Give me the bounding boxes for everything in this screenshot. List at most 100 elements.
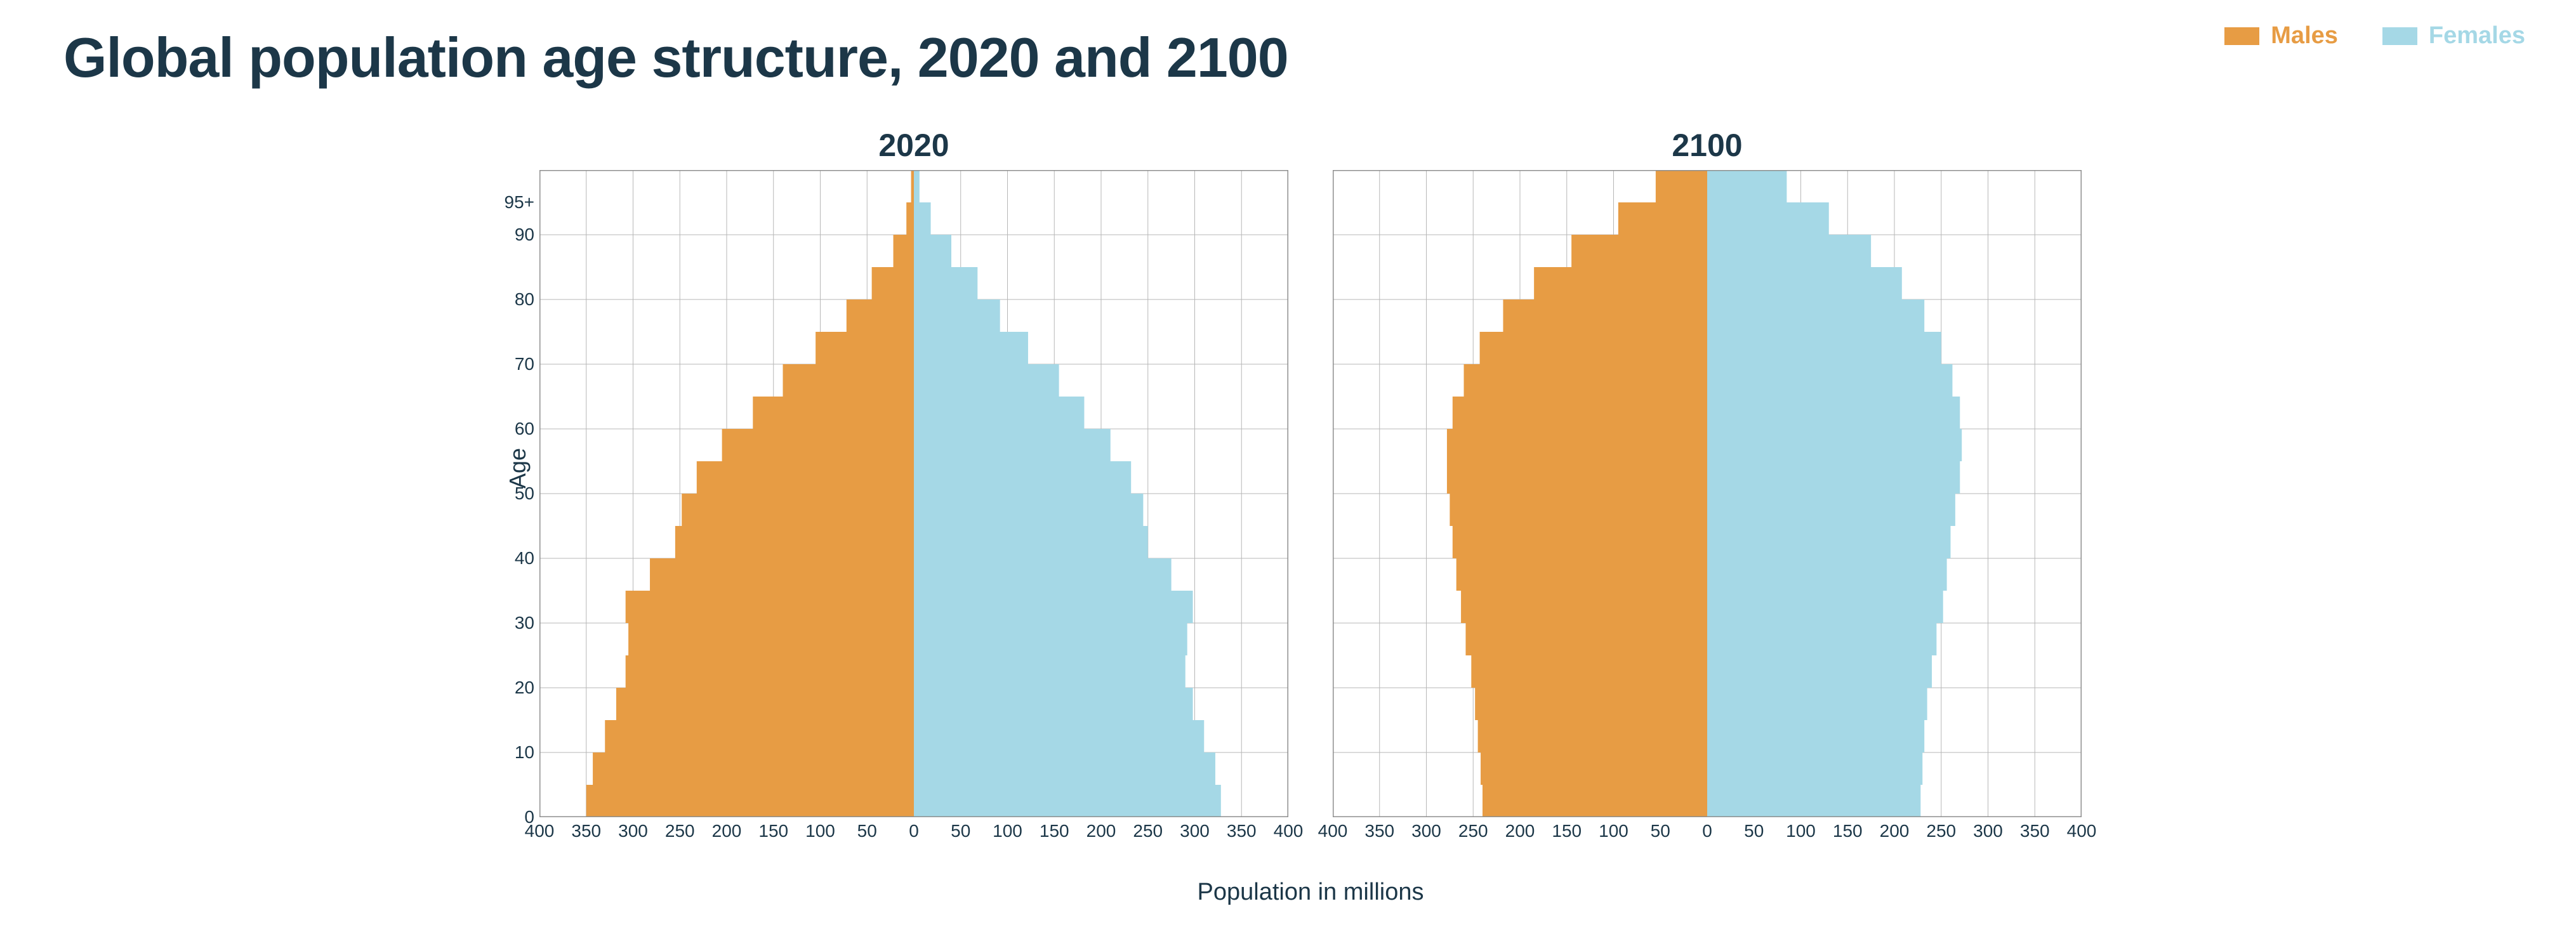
bar-male xyxy=(1480,332,1707,364)
x-tick-label: 0 xyxy=(909,817,919,841)
bar-male xyxy=(593,752,914,785)
bar-male xyxy=(847,299,914,332)
bar-female xyxy=(914,461,1131,494)
bar-male xyxy=(1618,202,1707,235)
charts-row: 2020 010203040506070809095+40035030025020… xyxy=(539,127,2082,817)
bar-male xyxy=(911,170,914,202)
bar-female xyxy=(914,202,931,235)
bar-female xyxy=(914,591,1193,623)
bar-male xyxy=(650,558,914,591)
x-tick-label: 300 xyxy=(618,817,648,841)
bar-female xyxy=(1707,170,1787,202)
legend-item-females: Females xyxy=(2382,22,2525,49)
bar-female xyxy=(914,688,1193,720)
x-tick-label: 400 xyxy=(525,817,555,841)
x-tick-label: 50 xyxy=(857,817,877,841)
bar-male xyxy=(1461,591,1707,623)
x-tick-label: 100 xyxy=(805,817,835,841)
bar-male xyxy=(1475,688,1707,720)
bar-female xyxy=(1707,429,1962,461)
bar-female xyxy=(1707,461,1960,494)
bar-female xyxy=(1707,332,1941,364)
bar-female xyxy=(1707,397,1960,429)
bar-male xyxy=(894,235,914,267)
bar-male xyxy=(1478,720,1707,752)
bar-male xyxy=(1453,526,1707,558)
bar-female xyxy=(1707,591,1943,623)
x-tick-label: 300 xyxy=(1973,817,2003,841)
x-tick-label: 250 xyxy=(1133,817,1163,841)
bar-male xyxy=(1464,364,1708,397)
x-tick-label: 350 xyxy=(2020,817,2050,841)
bar-male xyxy=(675,526,914,558)
bar-female xyxy=(1707,299,1924,332)
x-tick-label: 100 xyxy=(1599,817,1628,841)
legend-item-males: Males xyxy=(2224,22,2338,49)
bar-male xyxy=(1447,461,1707,494)
bar-female xyxy=(914,299,1000,332)
bar-male xyxy=(586,785,914,817)
bar-male xyxy=(628,623,914,655)
x-tick-label: 350 xyxy=(1227,817,1257,841)
x-tick-label: 150 xyxy=(1040,817,1069,841)
y-tick-label: 80 xyxy=(515,289,539,310)
y-tick-label: 70 xyxy=(515,354,539,374)
panel-title: 2100 xyxy=(1333,127,2082,164)
x-tick-label: 400 xyxy=(2067,817,2097,841)
legend-swatch-females xyxy=(2382,27,2417,45)
bar-male xyxy=(697,461,914,494)
bar-male xyxy=(1534,267,1707,299)
bar-female xyxy=(1707,655,1932,688)
bar-female xyxy=(914,170,920,202)
bar-male xyxy=(906,202,914,235)
bar-male xyxy=(1465,623,1707,655)
x-tick-label: 0 xyxy=(1702,817,1712,841)
x-tick-label: 200 xyxy=(1880,817,1910,841)
bar-female xyxy=(914,558,1172,591)
x-tick-label: 100 xyxy=(1786,817,1816,841)
bar-female xyxy=(914,623,1187,655)
bar-female xyxy=(1707,785,1920,817)
y-tick-label: 50 xyxy=(515,483,539,504)
x-tick-label: 150 xyxy=(1833,817,1863,841)
bar-male xyxy=(682,494,914,526)
plot-area: 010203040506070809095+400350300250200150… xyxy=(539,170,1288,817)
bar-male xyxy=(626,591,914,623)
bar-female xyxy=(1707,558,1947,591)
bar-female xyxy=(914,364,1059,397)
bar-male xyxy=(1447,429,1707,461)
bar-male xyxy=(722,429,914,461)
bar-male xyxy=(605,720,914,752)
bar-female xyxy=(1707,364,1952,397)
y-tick-label: 60 xyxy=(515,419,539,439)
bar-male xyxy=(753,397,914,429)
bar-male xyxy=(1481,752,1707,785)
bar-male xyxy=(783,364,915,397)
bar-female xyxy=(914,235,951,267)
x-tick-label: 350 xyxy=(571,817,601,841)
y-axis-label: Age xyxy=(505,448,531,489)
legend-swatch-males xyxy=(2224,27,2259,45)
bar-female xyxy=(1707,526,1951,558)
pyramid-svg xyxy=(539,170,1288,817)
bar-female xyxy=(914,720,1204,752)
x-tick-label: 250 xyxy=(665,817,695,841)
x-tick-label: 150 xyxy=(758,817,788,841)
bar-female xyxy=(914,494,1143,526)
bar-male xyxy=(1656,170,1707,202)
y-tick-label: 20 xyxy=(515,678,539,698)
bar-female xyxy=(914,752,1215,785)
figure-root: Global population age structure, 2020 an… xyxy=(0,0,2576,939)
bar-female xyxy=(914,267,977,299)
x-tick-label: 50 xyxy=(1651,817,1670,841)
bar-female xyxy=(1707,720,1924,752)
chart-title: Global population age structure, 2020 an… xyxy=(63,25,1288,90)
x-tick-label: 50 xyxy=(951,817,970,841)
bar-female xyxy=(1707,688,1927,720)
bar-male xyxy=(1503,299,1707,332)
panel-title: 2020 xyxy=(539,127,1288,164)
legend-label-males: Males xyxy=(2271,22,2338,49)
bar-female xyxy=(914,332,1028,364)
x-tick-label: 300 xyxy=(1411,817,1441,841)
bar-female xyxy=(1707,752,1922,785)
